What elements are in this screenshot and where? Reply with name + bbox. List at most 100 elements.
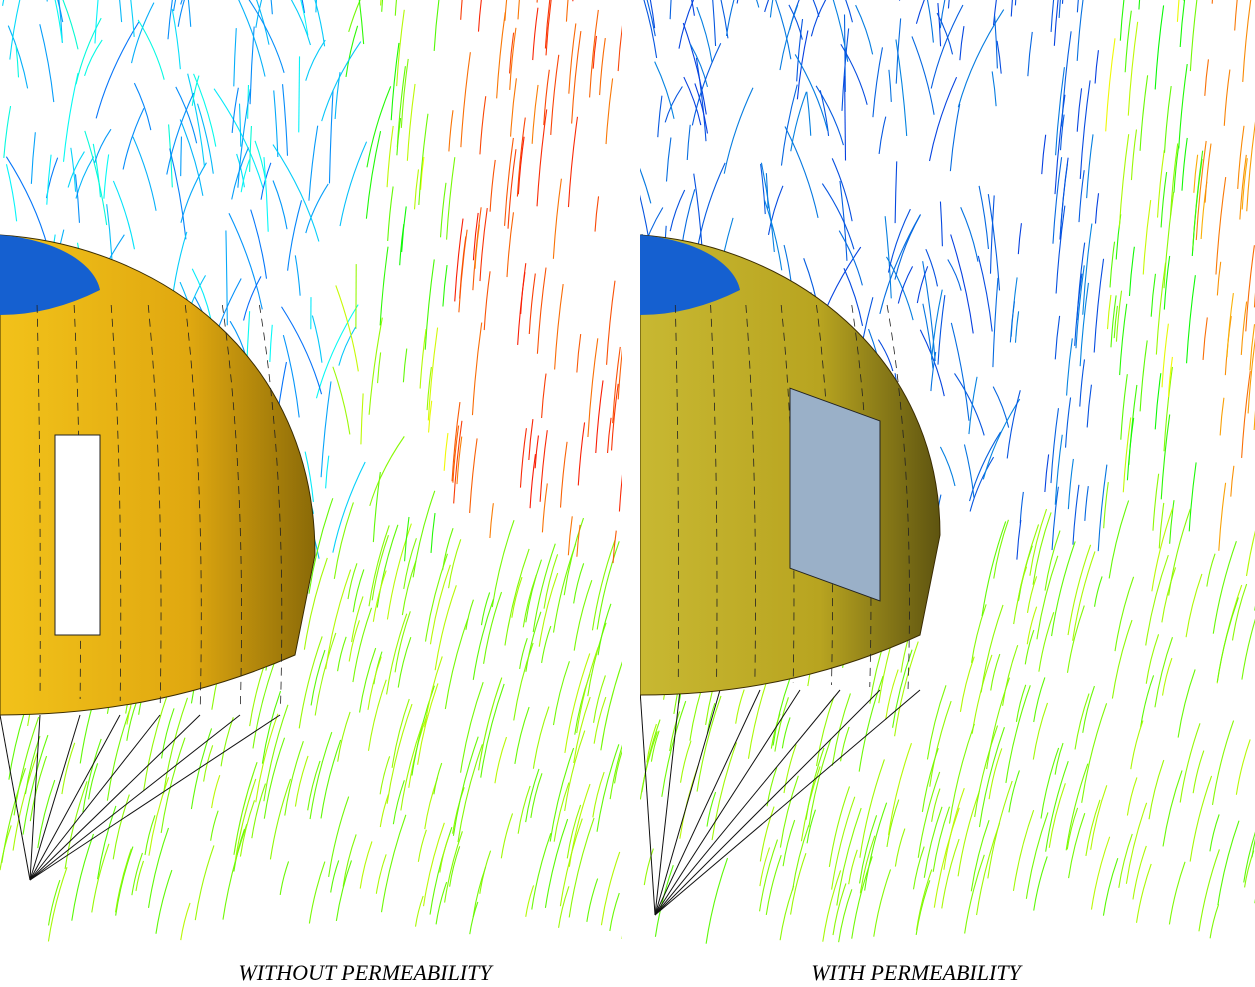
streamline [1143,200,1150,274]
streamline [461,682,484,772]
streamline [338,712,350,762]
streamline [1025,630,1034,664]
streamline [697,696,721,792]
streamline [771,0,791,59]
streamline [38,780,55,848]
streamline [1220,398,1224,436]
streamline [1242,597,1255,679]
streamline [886,670,898,720]
streamline [573,0,579,1]
streamline [873,47,883,117]
streamline [1052,541,1076,636]
streamline [554,783,569,842]
suspension-line [655,690,720,915]
suspension-lines [0,715,280,880]
streamline [694,174,703,252]
streamline [994,520,1009,579]
streamline [234,829,245,872]
streamline [1116,291,1121,342]
streamline [971,820,989,891]
streamline [195,845,214,920]
streamline [1216,177,1226,274]
streamline [370,436,405,506]
streamline [578,422,584,485]
streamline [793,825,809,890]
streamline [264,157,268,232]
streamline [1095,576,1103,606]
streamline [415,169,419,209]
streamline [1243,0,1252,82]
streamline [481,592,489,625]
streamline [172,232,187,300]
streamline [256,714,278,802]
streamline [574,563,584,603]
streamline [1242,371,1251,458]
streamline [574,697,590,763]
streamline [480,851,491,894]
streamline [916,880,930,935]
streamline [613,531,616,563]
streamline [529,273,535,334]
streamline [512,577,522,618]
streamline [212,775,220,808]
streamline [1096,193,1099,223]
streamline [1087,134,1093,198]
streamline [415,896,423,927]
streamline [975,726,998,817]
streamline [595,196,599,231]
streamline [453,737,478,836]
streamline [588,623,606,696]
streamline [178,0,188,27]
streamline [1153,474,1159,531]
streamline [916,0,950,24]
streamline [1190,0,1199,71]
streamline [533,8,538,60]
streamline [568,117,577,207]
streamline [874,869,891,936]
streamline [1041,748,1059,818]
streamline [367,86,391,167]
streamline [542,483,547,532]
streamline [1095,50,1098,83]
streamline [1219,483,1226,551]
streamline [781,85,797,166]
streamline [608,418,612,453]
streamline [31,132,35,184]
streamline [49,880,60,925]
streamline [402,206,407,252]
streamline [1003,645,1018,706]
streamline [1140,340,1147,411]
streamline [899,0,921,1]
streamline [960,26,964,60]
streamline [736,690,745,724]
streamline [1018,223,1021,254]
streamline [380,756,389,794]
streamline [1052,487,1058,550]
streamline [997,41,1001,74]
streamline [940,0,949,28]
streamline [1066,397,1071,447]
streamline [170,148,186,239]
streamline [988,194,999,290]
streamline [1131,721,1143,770]
streamline [279,0,304,13]
streamline [1037,556,1058,639]
streamline [514,643,533,720]
streamline [198,104,214,174]
streamline [960,657,974,712]
streamline [839,889,852,942]
streamline [532,833,551,909]
streamline [532,85,538,144]
streamline [577,525,580,557]
streamline [391,43,399,120]
streamline [76,157,94,199]
streamline [1094,259,1103,353]
streamline [107,204,112,262]
streamline [849,850,858,884]
streamline [1236,739,1250,794]
streamline [434,0,440,51]
streamline [1149,760,1164,819]
streamline [780,886,794,940]
streamline [992,71,996,106]
streamline [544,554,558,608]
